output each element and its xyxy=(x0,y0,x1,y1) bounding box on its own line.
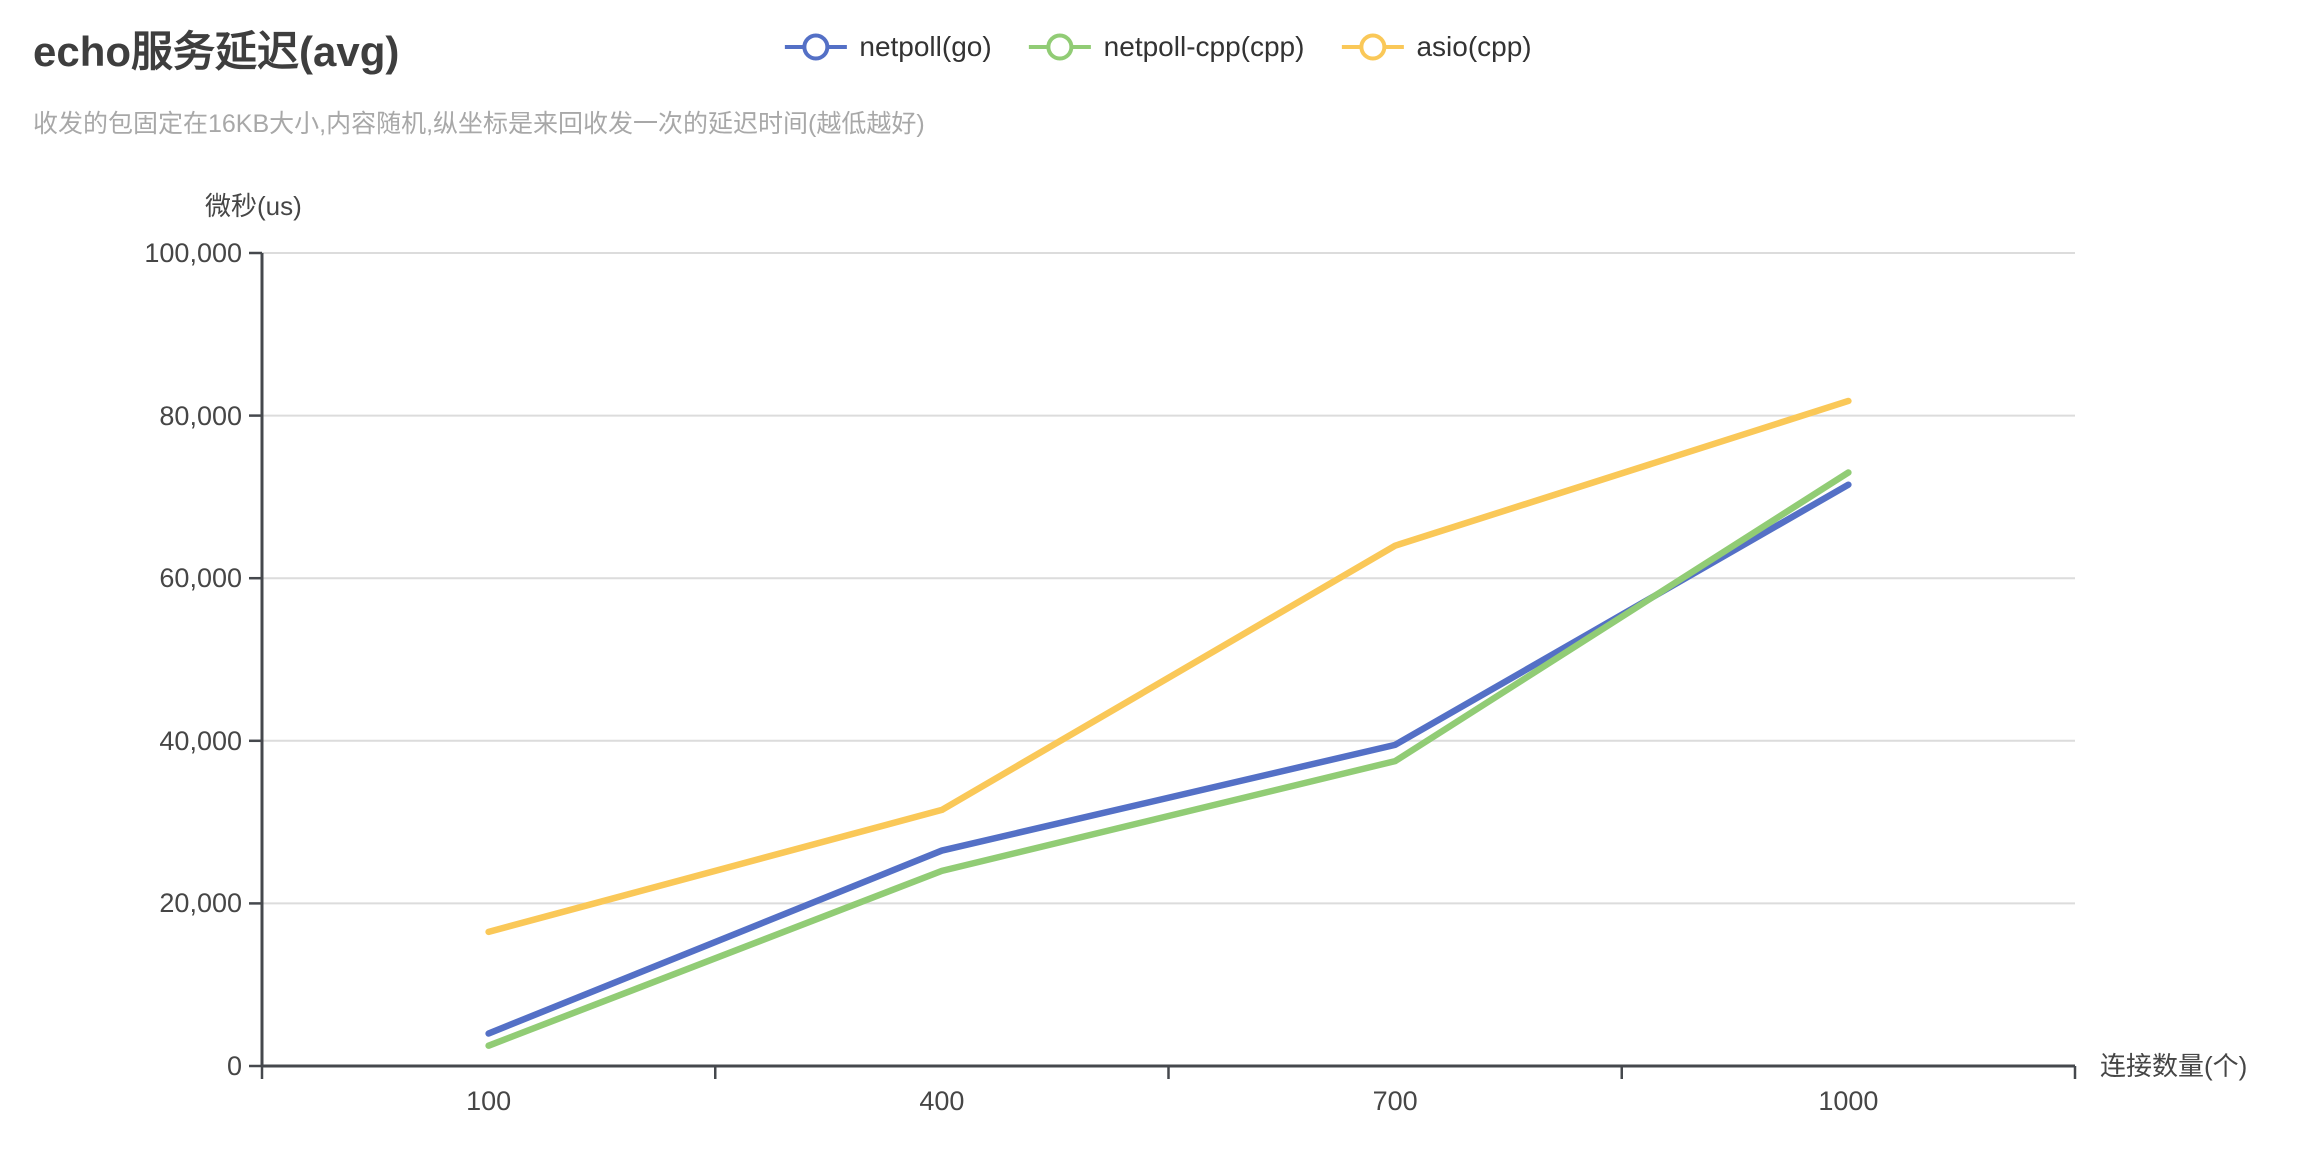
x-axis-tick-label: 1000 xyxy=(1818,1086,1879,1116)
chart-legend: netpoll(go) netpoll-cpp(cpp) asio(cpp) xyxy=(783,24,1532,70)
line-series-marker-icon xyxy=(784,33,847,61)
y-axis-tick-label: 100,000 xyxy=(144,238,242,268)
series-line-asio-cpp[interactable] xyxy=(485,397,1852,936)
y-axis-tick-label: 60,000 xyxy=(159,563,242,594)
y-axis-name: 微秒(us) xyxy=(205,191,302,221)
x-axis-tick-label: 400 xyxy=(919,1086,965,1116)
y-axis-tick-label: 0 xyxy=(226,1051,242,1081)
line-series-marker-icon xyxy=(1341,33,1404,61)
y-axis-tick-label: 80,000 xyxy=(159,400,242,431)
x-axis-tick-label: 100 xyxy=(466,1086,512,1116)
line-series-marker-icon xyxy=(1028,33,1091,61)
legend-label: netpoll(go) xyxy=(859,31,992,62)
legend-item-netpoll-cpp[interactable]: netpoll-cpp(cpp) xyxy=(1028,31,1305,63)
chart-title: echo服务延迟(avg) xyxy=(33,28,400,75)
y-axis-tick-label: 40,000 xyxy=(159,725,242,756)
x-axis-name: 连接数量(个) xyxy=(2100,1051,2248,1081)
chart-subtitle: 收发的包固定在16KB大小,内容随机,纵坐标是来回收发一次的延迟时间(越低越好) xyxy=(33,110,925,138)
y-axis-tick-label: 20,000 xyxy=(159,888,242,919)
series-line-netpoll-cpp-cpp[interactable] xyxy=(485,469,1852,1049)
legend-item-asio-cpp[interactable]: asio(cpp) xyxy=(1340,31,1532,63)
legend-label: asio(cpp) xyxy=(1416,31,1532,62)
legend-label: netpoll-cpp(cpp) xyxy=(1103,31,1305,62)
series-line-netpoll-go[interactable] xyxy=(485,481,1852,1037)
legend-item-netpoll-go[interactable]: netpoll(go) xyxy=(783,31,992,63)
x-axis-tick-label: 700 xyxy=(1372,1086,1418,1116)
